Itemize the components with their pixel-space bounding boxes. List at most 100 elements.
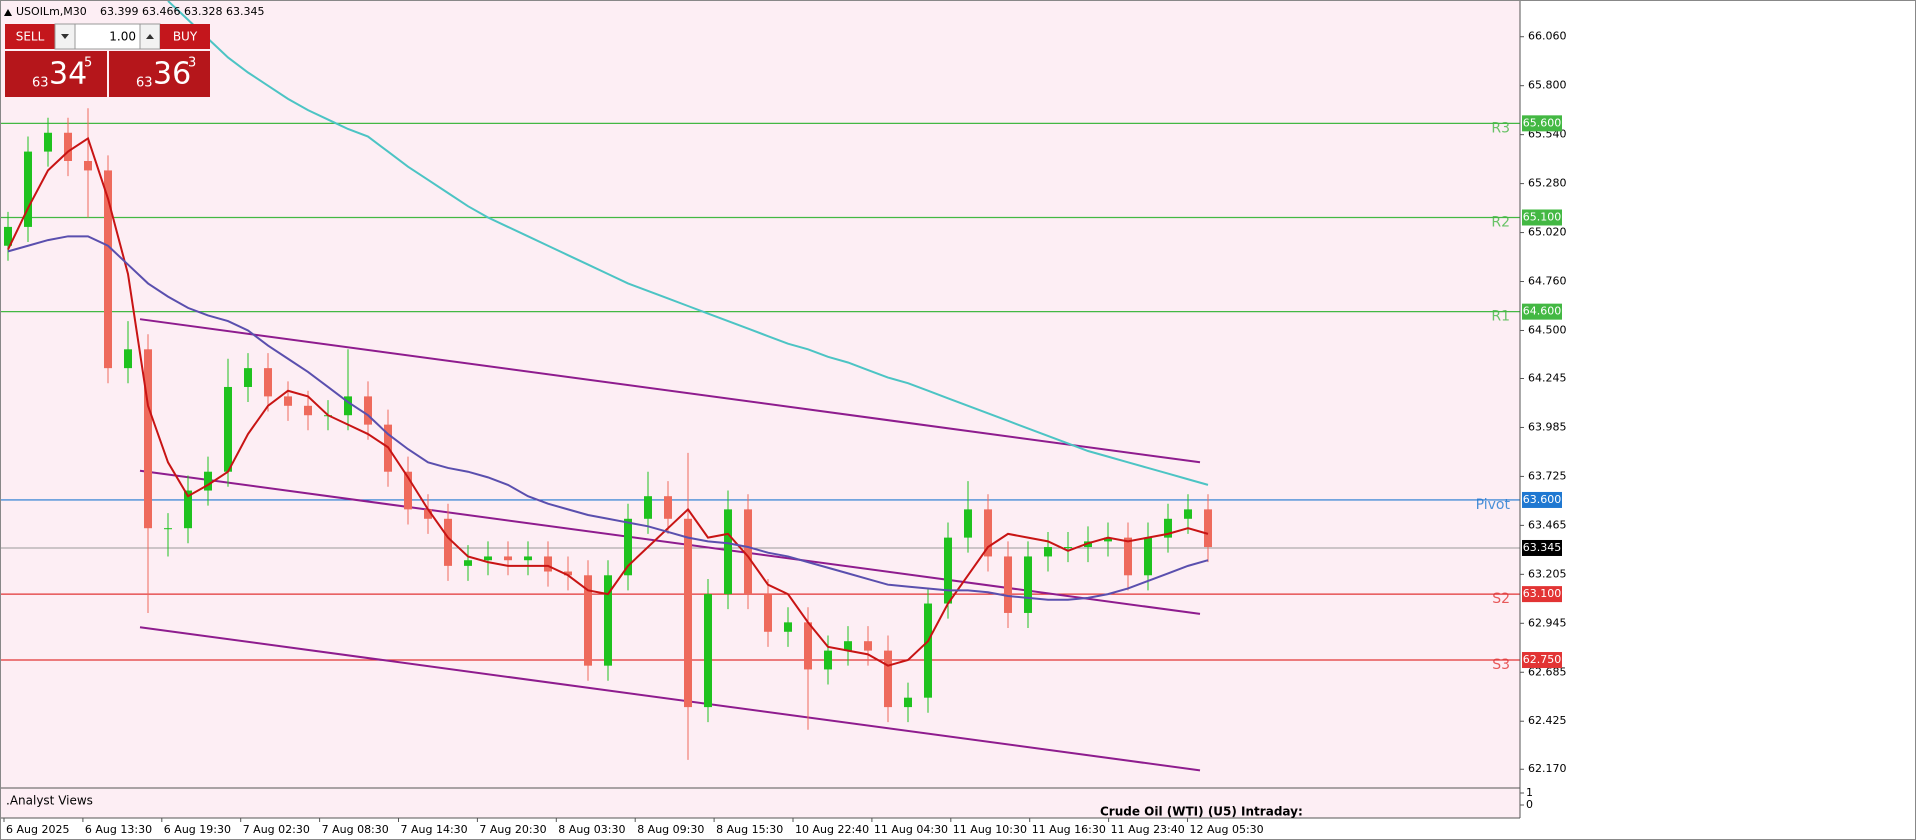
current-price-label: 63.345 — [1523, 541, 1562, 554]
x-tick-label: 7 Aug 20:30 — [479, 823, 546, 836]
candle-body — [1124, 537, 1132, 576]
candle-body — [584, 575, 592, 666]
candle-body — [44, 132, 52, 152]
bid-main: 34 — [49, 57, 87, 92]
candle-body — [164, 528, 172, 530]
up-arrow — [146, 34, 154, 39]
y-tick-label: 64.760 — [1528, 275, 1567, 288]
y-tick-label: 64.500 — [1528, 323, 1567, 336]
bid-box[interactable] — [5, 51, 107, 97]
candle-body — [684, 518, 692, 708]
x-tick-label: 7 Aug 14:30 — [401, 823, 468, 836]
candle-body — [524, 556, 532, 561]
buy-label: BUY — [173, 30, 198, 44]
x-tick-label: 11 Aug 16:30 — [1032, 823, 1106, 836]
candle-body — [564, 571, 572, 576]
x-tick-label: 11 Aug 10:30 — [953, 823, 1027, 836]
candle-body — [444, 518, 452, 566]
plot-area — [0, 0, 1520, 772]
moving-average — [167, 0, 1209, 486]
y-tick-label: 62.685 — [1528, 665, 1567, 678]
ask-big: 63 — [136, 76, 153, 91]
level-price-label: 63.600 — [1523, 493, 1562, 506]
candle-body — [244, 368, 252, 387]
candle-body — [704, 594, 712, 708]
ask-sup: 3 — [188, 56, 196, 71]
candle-body — [124, 349, 132, 369]
candle-body — [1104, 537, 1112, 542]
x-tick-label: 8 Aug 15:30 — [716, 823, 783, 836]
level-price-box — [1522, 303, 1562, 320]
lot-value: 1.00 — [109, 30, 136, 44]
symbol: USOILm,M30 — [16, 5, 87, 18]
bid-big: 63 — [32, 76, 49, 91]
candle-body — [904, 697, 912, 708]
x-tick-label: 6 Aug 19:30 — [164, 823, 231, 836]
candle-body — [484, 556, 492, 561]
level-name: Pivot — [1476, 497, 1511, 513]
x-tick-label: 12 Aug 05:30 — [1190, 823, 1264, 836]
y-tick-label: 65.280 — [1528, 177, 1567, 190]
down-arrow — [61, 34, 69, 39]
candle-body — [804, 622, 812, 670]
candle-body — [184, 490, 192, 529]
candle-body — [284, 396, 292, 406]
moving-average — [7, 136, 1209, 667]
level-price-box — [1522, 586, 1562, 603]
y-tick-label: 62.170 — [1528, 762, 1567, 775]
candle-body — [224, 386, 232, 472]
y-tick-label: 65.020 — [1528, 226, 1567, 239]
buy-button[interactable] — [160, 24, 210, 49]
x-tick-label: 8 Aug 03:30 — [558, 823, 625, 836]
candle-body — [1064, 547, 1072, 549]
footer-text: Crude Oil (WTI) (U5) Intraday: — [1100, 805, 1303, 819]
x-tick-label: 11 Aug 23:40 — [1111, 823, 1185, 836]
candle-body — [644, 496, 652, 519]
candle-body — [984, 509, 992, 557]
level-name: R2 — [1491, 214, 1510, 230]
candle-body — [464, 560, 472, 566]
x-tick-label: 8 Aug 09:30 — [637, 823, 704, 836]
sub-y-tick-label: 1 — [1526, 786, 1533, 799]
candle-body — [264, 368, 272, 397]
bid-sup: 5 — [84, 56, 92, 71]
level-price-label: 63.100 — [1523, 587, 1562, 600]
candle-body — [1144, 537, 1152, 576]
sell-button[interactable] — [5, 24, 55, 49]
candle-body — [824, 650, 832, 670]
ask-box[interactable] — [109, 51, 210, 97]
sub-y-tick-label: 0 — [1526, 798, 1533, 811]
current-price-box — [1522, 539, 1562, 556]
level-price-box — [1522, 115, 1562, 132]
candle-body — [864, 641, 872, 651]
candle-body — [24, 151, 32, 227]
candle-body — [744, 509, 752, 595]
candle-body — [364, 396, 372, 425]
ask-main: 36 — [153, 57, 191, 92]
candle-body — [1184, 509, 1192, 519]
lot-input[interactable] — [74, 23, 141, 50]
candle-body — [924, 603, 932, 698]
level-price-label: 65.600 — [1523, 116, 1562, 129]
y-tick-label: 64.245 — [1528, 372, 1567, 385]
candle-body — [944, 537, 952, 604]
level-price-box — [1522, 652, 1562, 669]
candle-body — [624, 518, 632, 576]
collapse-icon[interactable] — [4, 9, 12, 16]
trend-line — [139, 469, 1201, 615]
candle-body — [4, 226, 12, 246]
candle-body — [604, 575, 612, 666]
y-tick-label: 62.945 — [1528, 616, 1567, 629]
candle-body — [784, 622, 792, 632]
candle-body — [1164, 518, 1172, 538]
candle-body — [404, 471, 412, 510]
candle-body — [964, 509, 972, 538]
x-tick-label: 11 Aug 04:30 — [874, 823, 948, 836]
y-tick-label: 65.800 — [1528, 79, 1567, 92]
y-tick-label: 62.425 — [1528, 714, 1567, 727]
moving-average — [7, 235, 1209, 601]
candle-body — [844, 641, 852, 651]
candle-body — [144, 349, 152, 529]
level-name: R3 — [1491, 120, 1510, 136]
